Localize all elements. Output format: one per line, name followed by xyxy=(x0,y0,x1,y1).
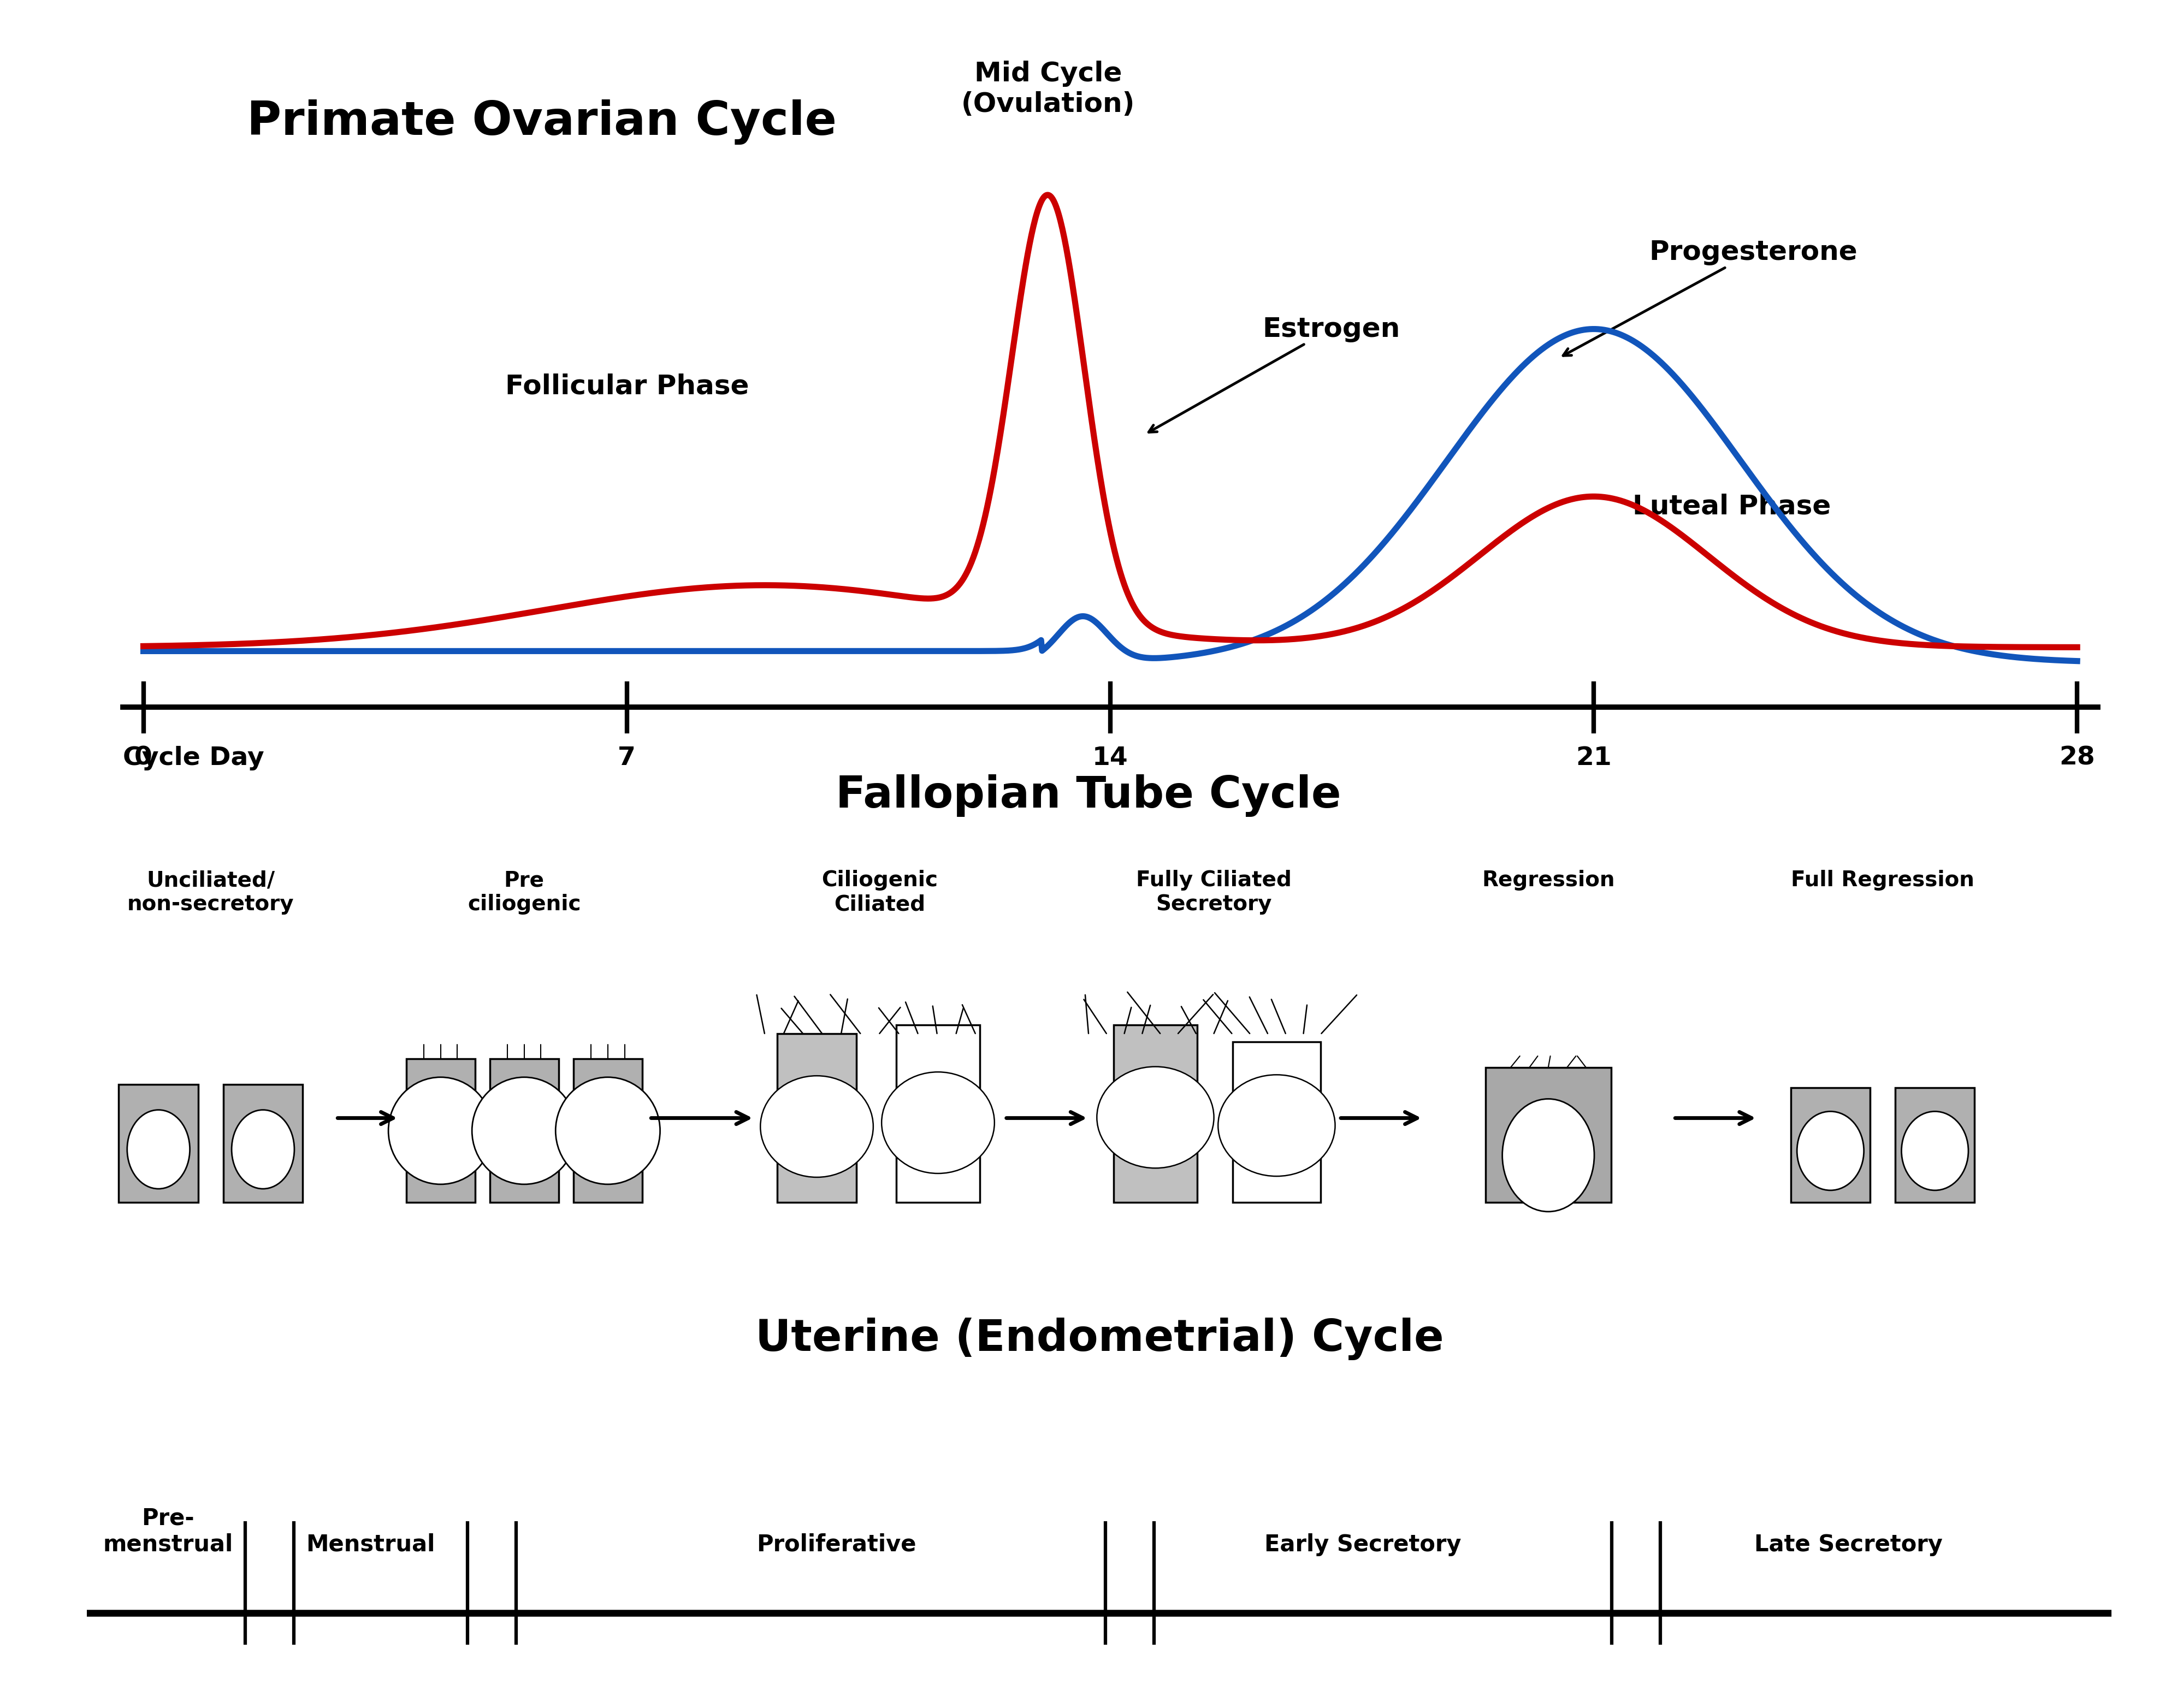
Text: Estrogen: Estrogen xyxy=(1149,316,1400,432)
Text: Mid Cycle
(Ovulation): Mid Cycle (Ovulation) xyxy=(962,61,1134,118)
Text: Full Regression: Full Regression xyxy=(1792,869,1975,892)
Polygon shape xyxy=(897,1025,980,1202)
Polygon shape xyxy=(224,1085,303,1202)
Text: Ciliogenic
Ciliated: Ciliogenic Ciliated xyxy=(821,869,938,915)
Text: Follicular Phase: Follicular Phase xyxy=(505,374,749,400)
Text: Early Secretory: Early Secretory xyxy=(1265,1534,1461,1556)
Polygon shape xyxy=(1792,1088,1870,1202)
Text: 7: 7 xyxy=(618,746,636,770)
Text: 14: 14 xyxy=(1093,746,1128,770)
Text: 21: 21 xyxy=(1576,746,1611,770)
Text: Pre-
menstrual: Pre- menstrual xyxy=(102,1506,233,1556)
Text: 0: 0 xyxy=(135,746,152,770)
Ellipse shape xyxy=(1219,1074,1335,1177)
Text: Regression: Regression xyxy=(1483,869,1615,892)
Polygon shape xyxy=(573,1059,642,1202)
Text: Unciliated/
non-secretory: Unciliated/ non-secretory xyxy=(126,869,294,915)
Polygon shape xyxy=(1115,1025,1197,1202)
Ellipse shape xyxy=(1901,1112,1968,1190)
Ellipse shape xyxy=(1097,1068,1215,1168)
Ellipse shape xyxy=(882,1073,995,1173)
Text: Late Secretory: Late Secretory xyxy=(1755,1534,1942,1556)
Polygon shape xyxy=(120,1085,198,1202)
Polygon shape xyxy=(1485,1068,1611,1202)
Text: Luteal Phase: Luteal Phase xyxy=(1633,494,1831,519)
Text: Pre
ciliogenic: Pre ciliogenic xyxy=(468,869,581,915)
Ellipse shape xyxy=(760,1076,873,1177)
Ellipse shape xyxy=(1796,1112,1864,1190)
Polygon shape xyxy=(490,1059,559,1202)
Polygon shape xyxy=(407,1059,475,1202)
Polygon shape xyxy=(1896,1088,1975,1202)
Text: Cycle Day: Cycle Day xyxy=(122,746,263,770)
Text: Proliferative: Proliferative xyxy=(755,1534,917,1556)
Ellipse shape xyxy=(126,1110,189,1189)
Ellipse shape xyxy=(472,1078,577,1184)
Ellipse shape xyxy=(388,1078,492,1184)
Text: 28: 28 xyxy=(2059,746,2094,770)
Polygon shape xyxy=(777,1033,856,1202)
Polygon shape xyxy=(1232,1042,1321,1202)
Text: Menstrual: Menstrual xyxy=(307,1534,435,1556)
Text: Uterine (Endometrial) Cycle: Uterine (Endometrial) Cycle xyxy=(755,1317,1443,1360)
Ellipse shape xyxy=(1502,1098,1594,1211)
Text: Progesterone: Progesterone xyxy=(1563,239,1857,355)
Text: Fallopian Tube Cycle: Fallopian Tube Cycle xyxy=(836,774,1341,816)
Text: Primate Ovarian Cycle: Primate Ovarian Cycle xyxy=(246,99,836,145)
Text: Fully Ciliated
Secretory: Fully Ciliated Secretory xyxy=(1136,869,1291,915)
Ellipse shape xyxy=(231,1110,294,1189)
Ellipse shape xyxy=(555,1078,660,1184)
